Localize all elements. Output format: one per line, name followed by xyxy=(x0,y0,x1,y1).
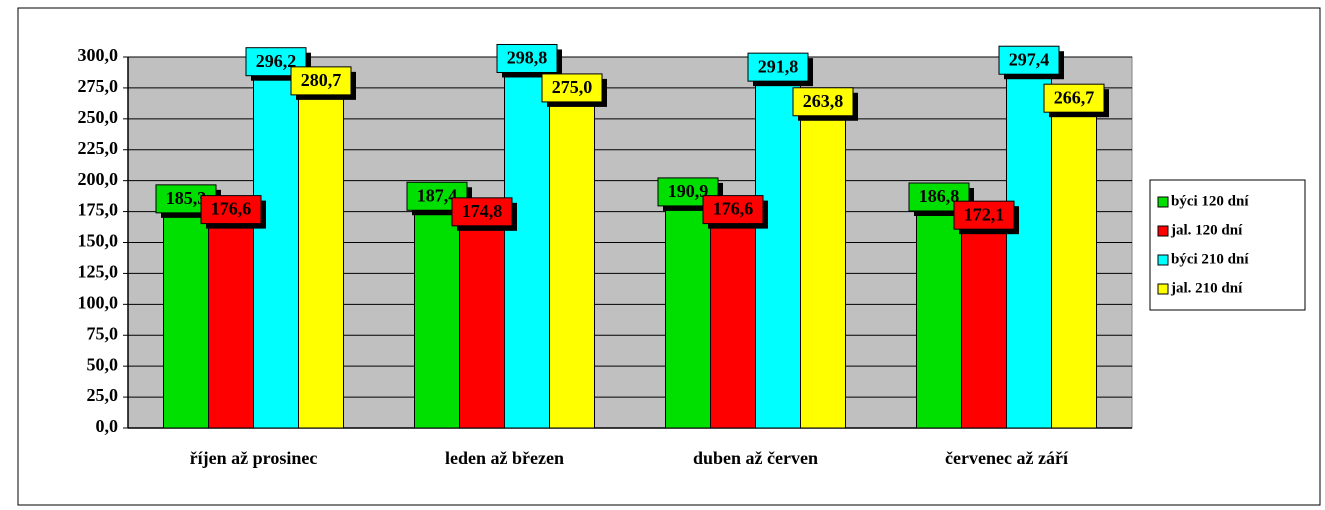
data-label-box xyxy=(451,197,513,227)
y-tick-label: 25,0 xyxy=(87,385,119,405)
bar xyxy=(549,87,595,429)
data-label: 297,4 xyxy=(1009,49,1050,69)
data-label: 190,9 xyxy=(668,181,709,201)
x-tick-label: říjen až prosinec xyxy=(190,448,318,468)
bar xyxy=(459,211,505,429)
legend-swatch xyxy=(1157,283,1169,295)
legend-label: býci 120 dní xyxy=(1171,193,1249,209)
y-tick-label: 300,0 xyxy=(78,45,119,65)
data-label: 275,0 xyxy=(552,77,593,97)
y-tick-label: 75,0 xyxy=(87,323,119,343)
bar xyxy=(163,198,209,429)
bar xyxy=(961,214,1007,429)
bar xyxy=(1051,97,1097,429)
y-tick-label: 250,0 xyxy=(78,107,119,127)
y-tick-label: 275,0 xyxy=(78,76,119,96)
data-label-box xyxy=(702,195,764,225)
data-label-box xyxy=(1043,83,1105,113)
data-label: 174,8 xyxy=(462,201,503,221)
bar xyxy=(504,57,550,429)
bar xyxy=(800,101,846,429)
data-label: 172,1 xyxy=(964,204,1005,224)
bar xyxy=(414,195,460,429)
data-label-box xyxy=(998,45,1060,75)
data-label: 185,3 xyxy=(166,188,207,208)
x-tick-label: leden až březen xyxy=(445,448,564,468)
data-label-box xyxy=(792,87,854,117)
data-label: 280,7 xyxy=(301,70,342,90)
bar xyxy=(710,209,756,429)
bar xyxy=(755,66,801,429)
data-label: 176,6 xyxy=(713,199,754,219)
x-tick-label: duben až červen xyxy=(693,448,818,468)
data-label: 291,8 xyxy=(758,56,799,76)
y-tick-label: 225,0 xyxy=(78,138,119,158)
y-tick-label: 50,0 xyxy=(87,354,119,374)
data-label-box xyxy=(290,66,352,96)
y-tick-label: 150,0 xyxy=(78,231,119,251)
bar xyxy=(665,191,711,429)
bar xyxy=(208,209,254,429)
legend-label: jal. 120 dní xyxy=(1170,222,1243,238)
x-tick-label: červenec až září xyxy=(945,448,1069,468)
legend-label: jal. 210 dní xyxy=(1170,280,1243,296)
data-label: 266,7 xyxy=(1054,87,1095,107)
bar xyxy=(253,61,299,429)
data-label-box xyxy=(953,200,1015,230)
legend-box xyxy=(1149,179,1306,311)
legend-swatch xyxy=(1157,254,1169,266)
data-label: 296,2 xyxy=(256,51,297,71)
y-tick-label: 100,0 xyxy=(78,292,119,312)
data-label-box xyxy=(200,195,262,225)
data-label: 176,6 xyxy=(211,199,252,219)
y-tick-label: 175,0 xyxy=(78,200,119,220)
data-label: 298,8 xyxy=(507,48,548,68)
data-label: 186,8 xyxy=(919,186,960,206)
legend-swatch xyxy=(1157,196,1169,208)
data-label-box xyxy=(747,52,809,82)
bar xyxy=(1006,59,1052,429)
data-label-box xyxy=(541,73,603,103)
data-label: 187,4 xyxy=(417,185,458,205)
y-tick-label: 200,0 xyxy=(78,169,119,189)
bar xyxy=(298,80,344,429)
data-label-box xyxy=(496,43,558,73)
legend-swatch xyxy=(1157,225,1169,237)
data-label: 263,8 xyxy=(803,91,844,111)
y-tick-label: 125,0 xyxy=(78,262,119,282)
legend-label: býci 210 dní xyxy=(1171,251,1249,267)
bar xyxy=(916,196,962,429)
y-tick-label: 0,0 xyxy=(96,416,119,436)
